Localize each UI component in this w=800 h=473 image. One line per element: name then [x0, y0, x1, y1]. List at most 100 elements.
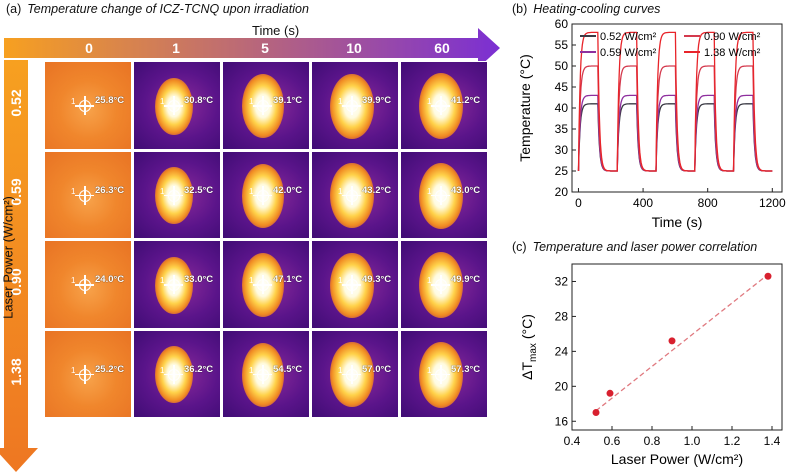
crosshair-icon — [253, 275, 272, 294]
crosshair-icon — [164, 275, 183, 294]
spot-index: 1 — [249, 186, 254, 196]
y-tick-label: 16 — [555, 414, 569, 428]
crosshair-icon — [342, 275, 361, 294]
spot-index: 1 — [160, 97, 165, 106]
thermal-cell: 1 43.0°C — [400, 150, 488, 239]
y-tick-label: 32 — [555, 274, 569, 288]
spot-index: 1 — [71, 365, 76, 375]
x-axis-label: Time (s) — [652, 214, 703, 230]
power-arrow — [0, 60, 38, 472]
y-tick-label: 20 — [555, 379, 569, 393]
plot-frame — [571, 263, 783, 431]
spot-index: 1 — [249, 97, 254, 106]
temperature-reading: 25.2°C — [95, 363, 125, 375]
temperature-reading: 25.8°C — [95, 95, 125, 106]
temperature-reading: 26.3°C — [95, 184, 125, 196]
spot-index: 1 — [160, 276, 165, 285]
temperature-reading: 36.2°C — [184, 363, 214, 375]
crosshair-icon — [164, 185, 183, 205]
spot-index: 1 — [338, 97, 343, 106]
panel-a-letter: (a) — [6, 2, 22, 16]
temperature-reading: 43.2°C — [362, 184, 392, 196]
y-tick-label: 25 — [555, 164, 569, 178]
panel-c-title: Temperature and laser power correlation — [532, 240, 758, 254]
x-tick-label: 0.4 — [564, 434, 581, 448]
data-point — [592, 409, 600, 417]
time-arrow — [4, 28, 500, 68]
spot-index: 1 — [427, 97, 432, 106]
time-axis-label: Time (s) — [252, 23, 300, 38]
y-tick-label: 45 — [555, 80, 569, 94]
x-tick-label: 0.6 — [604, 434, 621, 448]
thermal-cell: 1 25.2°C — [44, 329, 132, 418]
thermal-cell: 1 32.5°C — [133, 150, 221, 239]
power-axis-label: Laser Power (W/cm²) — [0, 196, 16, 319]
legend-label: 1.38 W/cm² — [704, 47, 761, 59]
crosshair-icon — [431, 364, 450, 384]
spot-index: 1 — [160, 365, 165, 375]
crosshair-icon — [75, 185, 94, 205]
spot-index: 1 — [249, 276, 254, 285]
spot-index: 1 — [71, 276, 76, 285]
time-col-60: 60 — [434, 40, 450, 56]
heating-cooling-chart: 20 25 30 35 40 45 50 55 60 0 400 800 1200 Time (s) Tem… — [517, 18, 786, 230]
y-tick-label: 35 — [555, 122, 569, 136]
legend-label: 0.52 W/cm² — [600, 31, 657, 43]
y-tick-label: 40 — [555, 101, 569, 115]
temperature-reading: 57.3°C — [451, 363, 481, 375]
temperature-reading: 54.5°C — [273, 363, 303, 375]
y-tick-label: 30 — [555, 143, 569, 157]
temperature-reading: 41.2°C — [451, 95, 481, 106]
temperature-reading: 33.0°C — [184, 274, 214, 285]
panel-c-label: (c) Temperature and laser power correlati… — [512, 240, 757, 254]
spot-index: 1 — [71, 186, 76, 196]
crosshair-icon — [342, 96, 361, 115]
crosshair-icon — [253, 364, 272, 384]
x-tick-label: 800 — [698, 196, 718, 210]
temperature-reading: 32.5°C — [184, 184, 214, 196]
y-tick-label: 55 — [555, 38, 569, 52]
thermal-cell: 1 39.1°C — [222, 61, 310, 150]
thermal-cell: 1 54.5°C — [222, 329, 310, 418]
panel-b-label: (b) Heating-cooling curves — [512, 2, 660, 16]
thermal-cell: 1 25.8°C — [44, 61, 132, 150]
y-axis-label: ΔTmax (°C) — [519, 314, 539, 380]
thermal-cell: 1 39.9°C — [311, 61, 399, 150]
crosshair-icon — [431, 275, 450, 294]
y-tick-label: 50 — [555, 59, 569, 73]
crosshair-icon — [75, 96, 94, 115]
y-tick-label: 24 — [555, 344, 569, 358]
thermal-cell: 1 43.2°C — [311, 150, 399, 239]
panel-c-letter: (c) — [512, 240, 527, 254]
x-axis-label: Laser Power (W/cm²) — [611, 451, 743, 467]
x-tick-label: 1200 — [759, 196, 786, 210]
series-line — [577, 31, 773, 172]
crosshair-icon — [431, 96, 450, 115]
y-tick-label: 60 — [555, 18, 569, 31]
spot-index: 1 — [160, 186, 165, 196]
x-tick-label: 1.4 — [764, 434, 781, 448]
crosshair-icon — [253, 185, 272, 205]
fit-line — [595, 273, 769, 412]
spot-index: 1 — [427, 186, 432, 196]
temperature-reading: 30.8°C — [184, 95, 214, 106]
spot-index: 1 — [71, 97, 76, 106]
x-tick-label: 0 — [575, 196, 582, 210]
spot-index: 1 — [338, 365, 343, 375]
thermal-cell: 1 49.3°C — [311, 240, 399, 329]
time-col-5: 5 — [261, 40, 269, 56]
time-col-0: 0 — [85, 40, 93, 56]
temperature-reading: 49.9°C — [451, 274, 481, 285]
data-point — [668, 337, 676, 345]
crosshair-icon — [342, 185, 361, 205]
thermal-cell: 1 57.0°C — [311, 329, 399, 418]
crosshair-icon — [342, 364, 361, 384]
crosshair-icon — [164, 364, 183, 384]
spot-index: 1 — [338, 276, 343, 285]
power-correlation-chart: 16 20 24 28 32 0.4 0.6 0.8 1.0 1.2 1.4 Laser Power … — [519, 263, 783, 467]
time-col-10: 10 — [346, 40, 362, 56]
panel-b-letter: (b) — [512, 2, 528, 16]
temperature-reading: 42.0°C — [273, 184, 303, 196]
crosshair-icon — [253, 96, 272, 115]
series-line — [577, 94, 773, 172]
